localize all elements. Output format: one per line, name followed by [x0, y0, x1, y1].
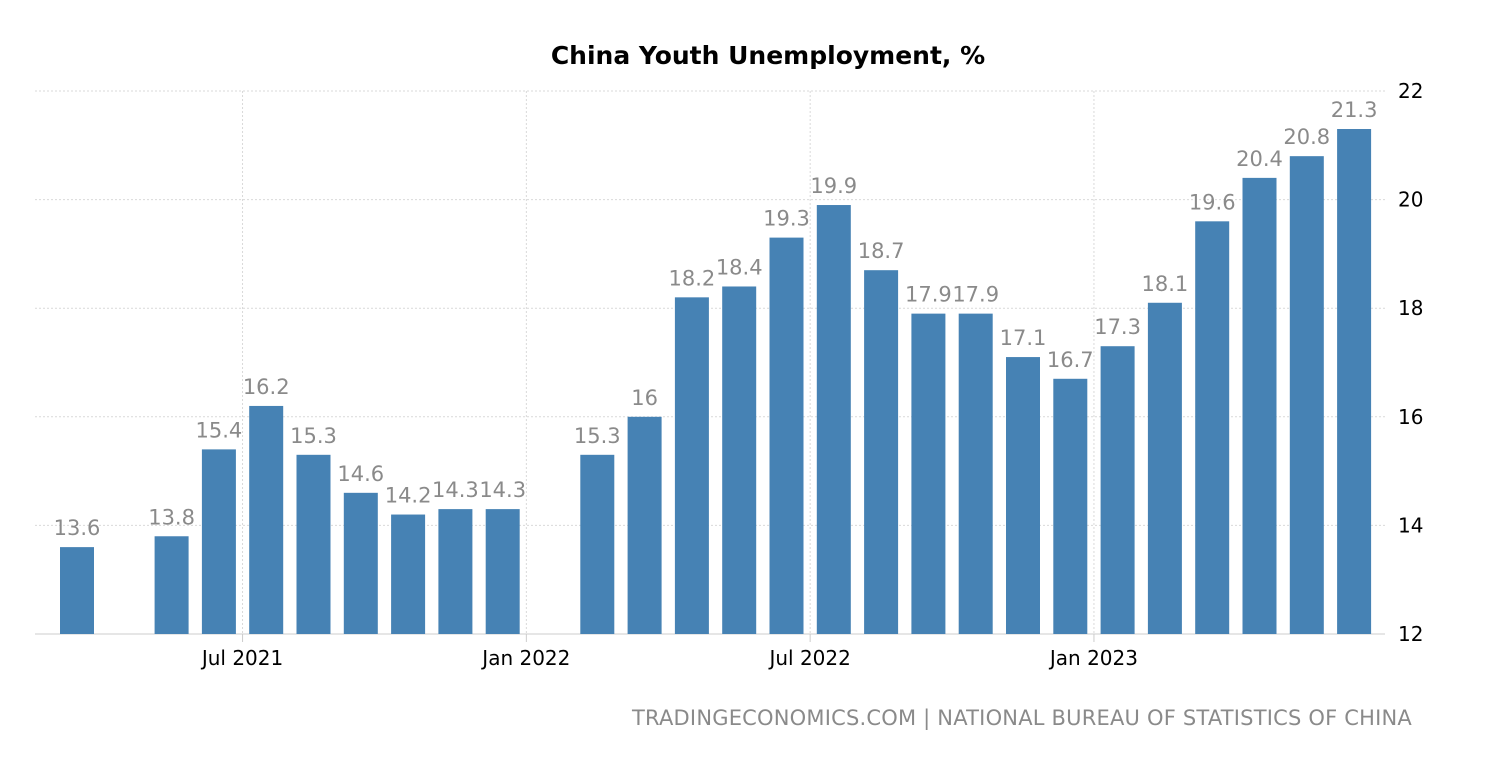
bar — [249, 405, 284, 634]
data-label: 14.2 — [385, 484, 432, 508]
x-tick-label: Jul 2021 — [200, 646, 283, 670]
data-label: 20.8 — [1283, 125, 1330, 149]
bar — [769, 237, 804, 635]
bar — [1337, 129, 1372, 634]
bar — [722, 286, 757, 634]
x-tick-label: Jul 2022 — [767, 646, 850, 670]
bar — [485, 509, 520, 634]
data-label: 15.3 — [574, 424, 621, 448]
bar — [816, 205, 851, 634]
data-label: 19.3 — [763, 207, 810, 231]
data-label: 15.4 — [196, 418, 243, 442]
data-label: 18.7 — [858, 239, 905, 263]
bar — [1242, 177, 1277, 634]
bar — [296, 454, 331, 634]
y-tick-label: 12 — [1398, 622, 1423, 646]
grid-layer — [35, 90, 1385, 642]
bar — [343, 492, 378, 634]
data-label: 17.9 — [905, 283, 952, 307]
y-tick-label: 20 — [1398, 188, 1423, 212]
source-attribution: TRADINGECONOMICS.COM | NATIONAL BUREAU O… — [632, 706, 1412, 730]
data-label: 13.6 — [54, 516, 101, 540]
bar — [627, 416, 662, 634]
y-tick-label: 14 — [1398, 513, 1423, 537]
bar — [911, 313, 946, 634]
y-tick-label: 22 — [1398, 79, 1423, 103]
bar — [958, 313, 993, 634]
data-labels-layer: 13.6 13.815.416.215.314.614.2 14.3 14.315.3… — [54, 98, 1378, 540]
data-label: 13.8 — [148, 505, 195, 529]
bar — [1147, 302, 1182, 634]
data-label: 17.3 — [1094, 315, 1141, 339]
data-label: 18.1 — [1142, 272, 1189, 296]
bar — [580, 454, 615, 634]
data-label: 14.6 — [337, 462, 384, 486]
x-tick-label: Jan 2023 — [1048, 646, 1138, 670]
data-label: 17.9 — [952, 283, 999, 307]
bar — [1195, 221, 1230, 634]
bar — [1100, 346, 1135, 634]
bar — [1006, 357, 1040, 634]
bar — [60, 547, 94, 634]
bar — [438, 509, 473, 634]
data-label: 18.2 — [669, 266, 716, 290]
data-label: 15.3 — [290, 424, 337, 448]
data-label: 17.1 — [1000, 326, 1047, 350]
bars-layer — [60, 129, 1372, 635]
bar — [1053, 378, 1088, 634]
bar — [154, 536, 189, 634]
bar — [391, 514, 426, 634]
data-label: 18.4 — [716, 255, 763, 279]
x-axis-ticks: Jul 2021 Jan 2022 Jan 2023 Jul 2022 — [200, 646, 1138, 670]
data-label: 16.7 — [1047, 348, 1094, 372]
bar — [674, 297, 709, 634]
data-label: 20.4 — [1236, 147, 1283, 171]
data-label: 16.2 — [243, 375, 290, 399]
y-axis-ticks: 12 14 16 18 20 22 — [1398, 79, 1423, 646]
data-label: 16 — [631, 386, 658, 410]
bar — [864, 270, 899, 634]
bar — [1289, 156, 1324, 634]
y-tick-label: 18 — [1398, 296, 1423, 320]
x-tick-label: Jan 2022 — [480, 646, 570, 670]
data-label: 14.3 — [432, 478, 479, 502]
bar — [201, 449, 236, 634]
chart-title: China Youth Unemployment, % — [551, 41, 985, 70]
data-label: 21.3 — [1331, 98, 1378, 122]
y-tick-label: 16 — [1398, 405, 1423, 429]
data-label: 19.9 — [810, 174, 857, 198]
data-label: 14.3 — [479, 478, 526, 502]
data-label: 19.6 — [1189, 190, 1236, 214]
